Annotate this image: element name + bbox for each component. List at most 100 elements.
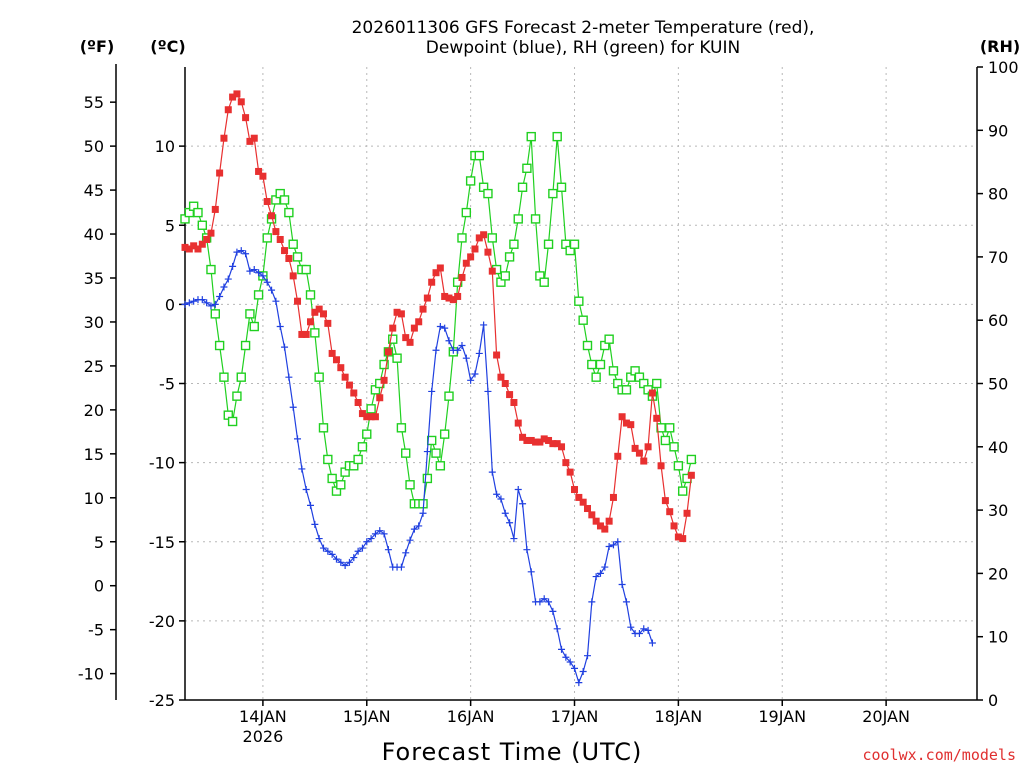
temperature-point (203, 235, 211, 243)
dewpoint-point (609, 541, 617, 549)
rh-point (305, 290, 316, 300)
temperature-point (506, 391, 514, 399)
dewpoint-point (255, 269, 263, 277)
rh-point (388, 334, 398, 344)
dewpoint-point (601, 563, 609, 571)
temperature-point (631, 444, 639, 452)
dewpoint-point (285, 373, 293, 381)
rh-point (595, 359, 606, 370)
dewpoint-point (345, 558, 353, 566)
temperature-point (419, 305, 427, 313)
dewpoint-point (298, 465, 306, 473)
celsius-tick-label: -20 (149, 612, 175, 631)
temperature-point (410, 324, 418, 332)
dewpoint-point (605, 542, 613, 550)
temperature-point (592, 517, 600, 525)
rh-tick-label: 30 (988, 501, 1008, 520)
temperature-point (480, 231, 488, 239)
temperature-point (471, 245, 479, 253)
temperature-point (514, 419, 522, 427)
temperature-point (575, 493, 583, 501)
dewpoint-point (566, 658, 574, 666)
temperature-point (445, 294, 453, 302)
fahrenheit-tick-label: 10 (84, 489, 104, 508)
temperature-point (332, 356, 340, 364)
temperature-point (449, 296, 457, 304)
temperature-point (644, 443, 652, 451)
dewpoint-point (289, 403, 297, 411)
rh-point (336, 480, 346, 490)
rh-tick-label: 90 (988, 121, 1008, 140)
rh-point (500, 271, 510, 281)
rh-ticks: 0 10 20 30 40 50 60 70 80 90 100 (977, 58, 1019, 710)
dewpoint-point (640, 625, 648, 633)
rh-point (323, 454, 333, 465)
temperature-point (181, 243, 189, 251)
temperature-point (319, 310, 327, 318)
temperature-point (571, 486, 579, 494)
rh-point (569, 239, 580, 249)
temperature-point (224, 106, 232, 114)
dewpoint-point (540, 595, 548, 603)
rh-point (465, 176, 476, 186)
temperature-point (397, 310, 405, 318)
rh-point (301, 264, 311, 275)
rh-point (669, 442, 679, 452)
rh-point (548, 188, 558, 199)
dewpoint-point (441, 324, 449, 332)
dewpoint-point (493, 490, 501, 498)
temperature-point (609, 493, 617, 501)
celsius-tick-label: -5 (159, 375, 175, 394)
temperature-point (441, 292, 449, 300)
celsius-tick-label: -25 (149, 691, 175, 710)
rh-point (279, 195, 290, 205)
credit-link[interactable]: coolwx.com/models (862, 746, 1016, 764)
dewpoint-point (484, 387, 492, 395)
temperature-point (635, 449, 643, 457)
temperature-point (246, 137, 254, 145)
rh-point (227, 416, 238, 427)
dewpoint-point (307, 501, 315, 509)
dewpoint-point (488, 468, 496, 476)
rh-point (604, 334, 614, 344)
temperature-point (406, 338, 414, 346)
dewpoint-point (497, 495, 505, 503)
temperature-point (687, 471, 695, 479)
temperature-point (622, 419, 630, 427)
rh-point (314, 372, 324, 382)
dewpoint-point (549, 607, 557, 615)
rh-point (379, 359, 389, 370)
dewpoint-point (514, 486, 522, 494)
rh-point (587, 359, 597, 370)
temperature-point (475, 234, 483, 242)
dewpoint-point (436, 323, 444, 331)
series-layer (180, 90, 697, 687)
dewpoint-point (419, 509, 427, 517)
dewpoint-point (250, 266, 258, 274)
dewpoint-point (545, 598, 553, 606)
rh-point (431, 448, 441, 458)
dewpoint-point (428, 387, 436, 395)
temperature-point (194, 245, 202, 253)
dewpoint-point (211, 300, 219, 308)
temperature-point (341, 373, 349, 381)
temperature-point (242, 114, 250, 122)
dewpoint-point (467, 376, 475, 384)
rh-point (232, 391, 242, 401)
temperature-point (462, 259, 470, 267)
dewpoint-point (583, 652, 591, 660)
dewpoint-point (337, 558, 345, 566)
series-rh (180, 131, 697, 509)
temperature-point (657, 462, 665, 470)
rh-tick-label: 40 (988, 438, 1008, 457)
temperature-point (653, 414, 661, 422)
temperature-point (532, 438, 540, 446)
celsius-ticks: -25 -20 -15 -10 -5 0 5 10 (149, 137, 185, 710)
chart-title-line-2: Dewpoint (blue), RH (green) for KUIN (426, 38, 740, 58)
rh-point (504, 252, 515, 262)
rh-tick-label: 60 (988, 311, 1008, 330)
rh-point (474, 150, 484, 161)
celsius-tick-label: -15 (149, 533, 175, 552)
